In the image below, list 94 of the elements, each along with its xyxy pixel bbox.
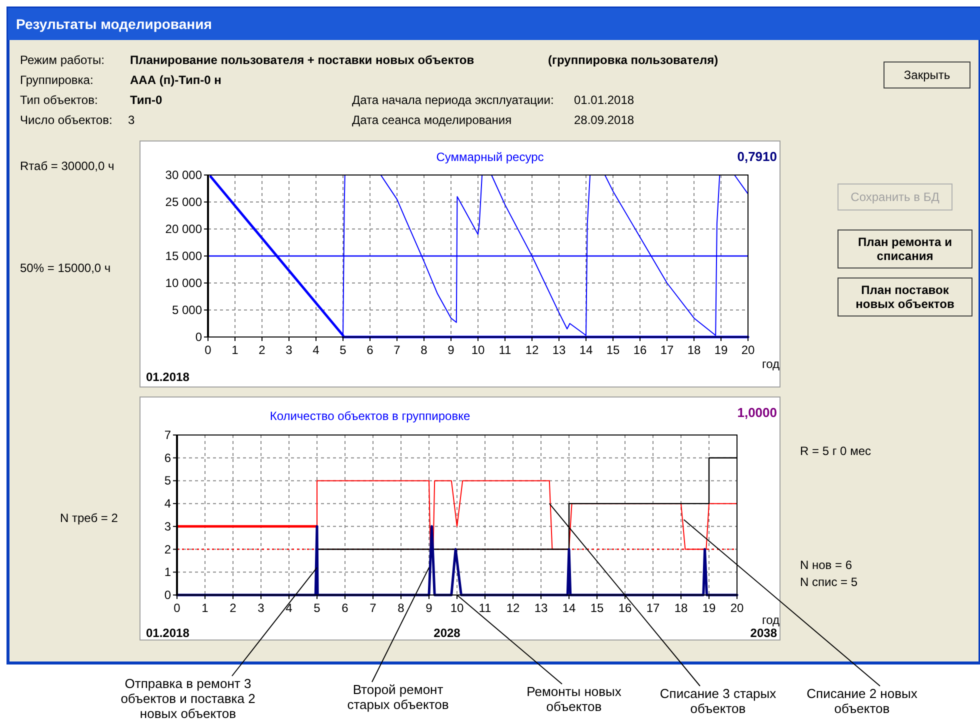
annotation: Списание 2 новых объектов [806, 686, 918, 716]
x-tick-label: 2 [258, 343, 266, 357]
x-tick-label: 10 [471, 343, 485, 357]
y-tick-label: 30 000 [165, 168, 202, 182]
text: ААА (п)-Тип-0 н [130, 73, 222, 87]
text: 1,0000 [737, 405, 777, 420]
text: 50% = 15000,0 ч [20, 261, 111, 275]
annotation: Списание 3 старых объектов [660, 686, 777, 716]
text: Дата начала периода эксплуатации: [352, 93, 554, 107]
x-tick-label: 3 [258, 601, 265, 615]
x-tick-label: 12 [506, 601, 520, 615]
button: План ремонта и списания [838, 230, 972, 268]
x-tick-label: 17 [660, 343, 674, 357]
x-tick-label: 17 [646, 601, 660, 615]
x-tick-label: 7 [370, 601, 377, 615]
x-tick-label: 2 [230, 601, 237, 615]
y-tick-label: 15 000 [165, 249, 202, 263]
y-tick-label: 0 [195, 330, 202, 344]
text: Rтаб = 30000,0 ч [20, 159, 114, 173]
button: Сохранить в БД [838, 184, 952, 210]
chart-title: Суммарный ресурс [436, 150, 544, 164]
y-tick-label: 25 000 [165, 195, 202, 209]
text: Тип объектов: [20, 93, 98, 107]
text: R = 5 г 0 мес [800, 444, 871, 458]
y-tick-label: 3 [164, 519, 172, 534]
y-tick-label: 20 000 [165, 222, 202, 236]
x-axis-title: год [762, 357, 780, 371]
x-tick-label: 5 [340, 343, 347, 357]
y-tick-label: 0 [164, 588, 172, 602]
x-tick-label: 6 [366, 343, 374, 357]
x-axis-title: год [762, 613, 780, 627]
y-tick-label: 5 000 [172, 303, 202, 317]
text: Планирование пользователя + поставки новых объектов [130, 53, 474, 67]
x-tick-label: 14 [579, 343, 593, 357]
y-tick-label: 7 [164, 428, 172, 442]
x-tick-label: 4 [312, 343, 320, 357]
x-tick-label: 11 [478, 601, 492, 615]
annotation: Отправка в ремонт 3 объектов и поставка 2 новых объектов [120, 676, 256, 721]
x-tick-label: 18 [687, 343, 701, 357]
x-tick-label: 14 [562, 601, 576, 615]
x-tick-label: 7 [394, 343, 401, 357]
y-tick-label: 1 [164, 565, 172, 580]
button: Закрыть [884, 62, 970, 88]
text: 2038 [750, 626, 778, 640]
text: 01.2018 [146, 370, 190, 384]
x-tick-label: 10 [450, 601, 464, 615]
button: План поставок новых объектов [838, 278, 972, 316]
text: Дата сеанса моделирования [352, 113, 512, 127]
x-tick-label: 8 [420, 343, 428, 357]
y-tick-label: 4 [164, 496, 172, 511]
text: N нов = 6 [800, 558, 852, 572]
x-tick-label: 3 [286, 343, 293, 357]
text: 0,7910 [737, 149, 777, 164]
x-tick-label: 20 [730, 601, 744, 615]
text: 2028 [434, 626, 461, 640]
text: 3 [128, 113, 135, 127]
x-tick-label: 15 [590, 601, 604, 615]
x-tick-label: 20 [741, 343, 755, 357]
chart-title: Количество объектов в группировке [270, 409, 470, 423]
x-tick-label: 9 [448, 343, 455, 357]
y-tick-label: 6 [164, 450, 172, 465]
text: Группировка: [20, 73, 94, 87]
text: 01.01.2018 [574, 93, 634, 107]
x-tick-label: 19 [702, 601, 716, 615]
x-tick-label: 11 [498, 343, 512, 357]
x-tick-label: 16 [633, 343, 647, 357]
annotation: Второй ремонт старых объектов [347, 682, 449, 712]
x-tick-label: 4 [286, 601, 293, 615]
x-tick-label: 6 [342, 601, 349, 615]
x-tick-label: 15 [606, 343, 620, 357]
y-tick-label: 2 [164, 542, 172, 556]
x-tick-label: 13 [534, 601, 548, 615]
text: Результаты моделирования [16, 16, 212, 32]
x-tick-label: 9 [426, 601, 433, 615]
text: Тип-0 [130, 93, 162, 107]
x-tick-label: 5 [314, 601, 321, 615]
text: 28.09.2018 [574, 113, 634, 127]
text: Число объектов: [20, 113, 112, 127]
text: (группировка пользователя) [548, 53, 718, 67]
text: Режим работы: [20, 53, 104, 67]
text: N треб = 2 [60, 511, 118, 525]
x-tick-label: 1 [232, 343, 239, 357]
x-tick-label: 16 [618, 601, 632, 615]
x-tick-label: 0 [204, 343, 212, 357]
annotation: Ремонты новых объектов [526, 684, 622, 714]
y-tick-label: 5 [164, 474, 172, 488]
text: N спис = 5 [800, 575, 858, 589]
x-tick-label: 12 [525, 343, 539, 357]
x-tick-label: 13 [552, 343, 566, 357]
x-tick-label: 8 [398, 601, 405, 615]
text: 01.2018 [146, 626, 190, 640]
y-tick-label: 10 000 [165, 276, 202, 290]
x-tick-label: 18 [674, 601, 688, 615]
x-tick-label: 19 [714, 343, 728, 357]
